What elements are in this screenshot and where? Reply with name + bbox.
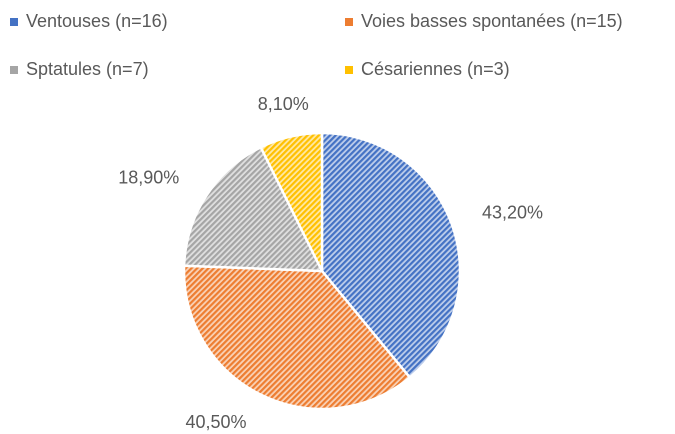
legend-label: Ventouses (n=16) — [26, 11, 168, 31]
pie-slice — [182, 145, 325, 273]
data-label: 43,20% — [482, 202, 543, 222]
legend-marker — [345, 18, 353, 26]
data-label: 40,50% — [186, 412, 247, 432]
pie-slice — [259, 131, 324, 272]
legend-label: Césariennes (n=3) — [361, 59, 510, 79]
legend-marker — [345, 66, 353, 74]
pie-slice — [182, 264, 412, 411]
legend-marker — [10, 18, 18, 26]
data-label: 8,10% — [258, 94, 309, 114]
legend-label: Sptatules (n=7) — [26, 59, 149, 79]
data-label: 18,90% — [118, 167, 179, 187]
legend-marker — [10, 66, 18, 74]
pie-slice — [320, 131, 462, 380]
legend-label: Voies basses spontanées (n=15) — [361, 11, 623, 31]
